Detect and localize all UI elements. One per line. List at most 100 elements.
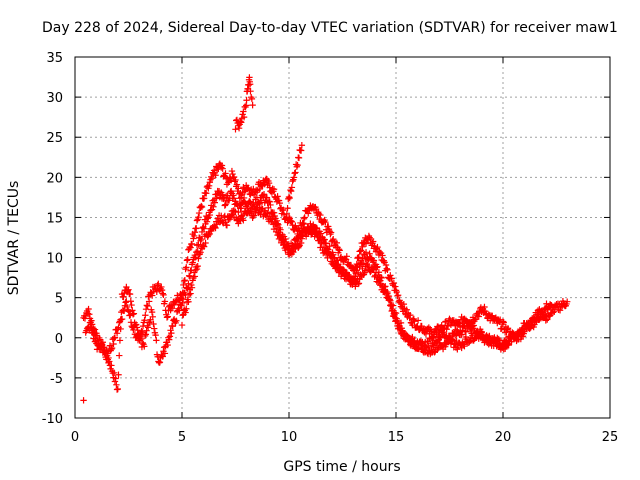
data-point-track-a bbox=[111, 378, 119, 385]
data-point-track-a bbox=[456, 319, 463, 327]
data-point-track-b bbox=[199, 224, 206, 232]
data-point-spike-8h bbox=[243, 97, 250, 104]
x-axis-label: GPS time / hours bbox=[283, 459, 400, 475]
data-point-track-c bbox=[297, 239, 305, 247]
data-point-track-b bbox=[111, 334, 119, 341]
data-point-track-a bbox=[116, 352, 123, 359]
data-point-track-b bbox=[204, 215, 211, 222]
data-point-track-c bbox=[416, 338, 423, 345]
data-point-track-a bbox=[564, 298, 571, 305]
data-point-track-a bbox=[442, 318, 450, 325]
data-point-track-a bbox=[320, 218, 328, 225]
data-point-track-b bbox=[115, 324, 122, 331]
data-point-track-a bbox=[91, 326, 99, 333]
y-tick-label: 15 bbox=[46, 211, 63, 226]
data-point-track-b bbox=[96, 346, 103, 353]
data-point-track-b bbox=[142, 331, 150, 338]
data-point-track-b bbox=[198, 235, 205, 243]
grid-layer bbox=[75, 57, 610, 418]
data-point-track-b bbox=[144, 324, 152, 331]
data-point-track-a bbox=[181, 276, 189, 284]
data-point-track-a bbox=[481, 303, 488, 311]
data-point-track-b bbox=[240, 194, 248, 202]
data-point-track-a bbox=[193, 217, 201, 224]
data-point-track-a bbox=[444, 322, 452, 329]
data-point-track-c bbox=[317, 239, 325, 246]
data-point-track-b bbox=[334, 257, 341, 264]
data-point-track-a bbox=[359, 243, 366, 250]
data-point-track-c bbox=[491, 339, 499, 346]
data-point-track-c bbox=[417, 342, 425, 350]
data-point-track-b bbox=[171, 318, 179, 325]
data-point-track-a bbox=[121, 289, 128, 297]
data-point-track-c bbox=[377, 280, 385, 288]
data-point-track-b bbox=[246, 198, 253, 205]
data-point-track-c bbox=[282, 246, 289, 254]
data-point-track-a bbox=[195, 209, 203, 217]
data-point-track-c bbox=[461, 342, 468, 350]
data-point-track-b bbox=[150, 320, 157, 328]
data-point-track-a bbox=[379, 252, 386, 259]
data-point-track-a bbox=[232, 176, 239, 184]
data-point-track-a bbox=[265, 179, 273, 187]
data-point-spike-10h bbox=[298, 142, 306, 149]
data-point-track-a bbox=[111, 369, 118, 376]
data-point-track-c bbox=[307, 222, 314, 230]
y-tick-label: 0 bbox=[55, 332, 63, 347]
data-point-track-a bbox=[362, 240, 370, 247]
data-point-track-c bbox=[179, 312, 186, 319]
data-point-track-c bbox=[454, 346, 461, 353]
data-point-spike-8h bbox=[235, 125, 243, 132]
data-point-track-b bbox=[185, 280, 192, 287]
data-point-spike-8h bbox=[248, 95, 256, 103]
data-point-track-b bbox=[99, 339, 107, 346]
data-point-track-b bbox=[203, 218, 211, 225]
data-point-track-b bbox=[206, 211, 214, 219]
data-point-track-c bbox=[371, 273, 378, 280]
data-point-track-c bbox=[506, 338, 513, 345]
data-point-track-a bbox=[322, 218, 329, 226]
data-point-track-b bbox=[166, 333, 174, 340]
data-point-track-a bbox=[382, 261, 390, 269]
data-point-spike-10h bbox=[285, 193, 293, 201]
data-point-track-a bbox=[120, 293, 127, 300]
data-point-track-c bbox=[417, 339, 424, 347]
data-point-track-b bbox=[155, 358, 162, 365]
data-point-track-a bbox=[159, 290, 166, 297]
data-point-track-b bbox=[470, 322, 477, 329]
data-point-track-c bbox=[190, 274, 197, 282]
data-point-track-b bbox=[168, 329, 175, 337]
data-point-track-a bbox=[190, 232, 198, 240]
data-point-track-a bbox=[198, 203, 206, 211]
data-point-track-a bbox=[219, 165, 226, 172]
data-point-track-a bbox=[357, 247, 364, 255]
data-point-track-b bbox=[427, 335, 434, 342]
data-point-track-b bbox=[139, 339, 146, 347]
data-point-track-c bbox=[247, 208, 255, 215]
data-point-track-c bbox=[411, 337, 418, 344]
data-point-track-c bbox=[214, 215, 221, 222]
data-point-track-c bbox=[191, 273, 199, 280]
data-point-track-a bbox=[357, 247, 365, 254]
data-point-track-a bbox=[228, 167, 236, 175]
data-point-track-c bbox=[295, 243, 303, 250]
y-tick-label: -10 bbox=[42, 412, 63, 427]
data-point-track-c bbox=[384, 292, 392, 300]
data-point-track-a bbox=[124, 287, 131, 294]
data-point-track-a bbox=[145, 298, 153, 305]
data-point-track-a bbox=[394, 291, 402, 299]
data-point-track-c bbox=[277, 233, 284, 240]
data-point-track-a bbox=[212, 172, 219, 179]
data-point-spike-8h bbox=[240, 113, 248, 121]
data-point-spike-10h bbox=[287, 187, 295, 195]
data-point-track-b bbox=[330, 254, 338, 261]
data-point-track-a bbox=[256, 185, 263, 193]
data-point-track-c bbox=[232, 208, 239, 216]
data-point-track-a bbox=[336, 247, 343, 254]
data-point-track-c bbox=[449, 336, 456, 343]
data-point-spike-8h bbox=[239, 111, 246, 118]
data-point-track-b bbox=[105, 354, 112, 362]
data-point-track-a bbox=[373, 245, 380, 252]
data-point-track-b bbox=[267, 201, 274, 209]
data-point-track-a bbox=[414, 317, 422, 324]
